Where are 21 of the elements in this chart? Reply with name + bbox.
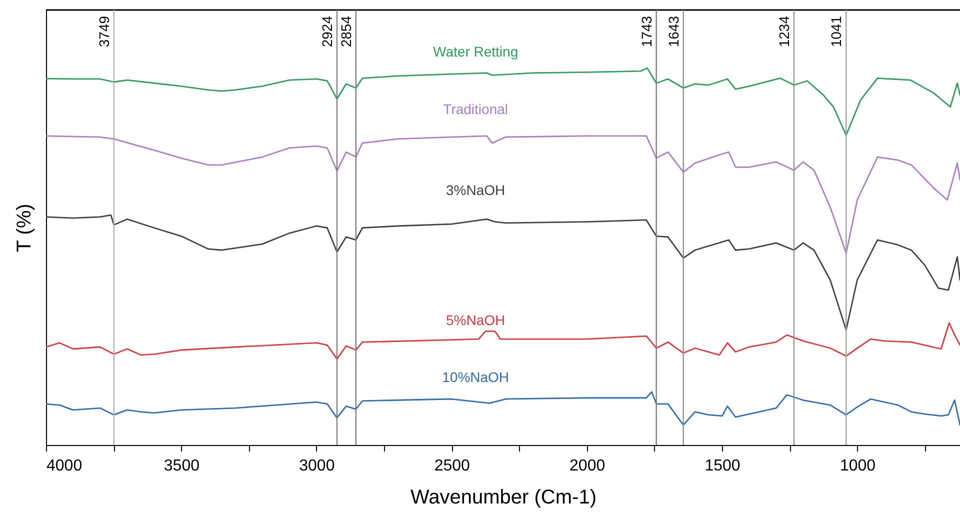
- ref-line-label: 1234: [776, 16, 792, 48]
- ref-line-label: 1743: [638, 16, 654, 48]
- x-axis-title: Wavenumber (Cm-1): [410, 486, 596, 508]
- x-tick-label: 2500: [434, 458, 470, 474]
- x-tick-label: 2000: [570, 458, 606, 474]
- ref-line-label: 2854: [338, 16, 354, 48]
- series-label: 5%NaOH: [446, 312, 506, 328]
- series-label: Water Retting: [433, 44, 518, 60]
- x-tick-label: 3000: [299, 458, 335, 474]
- y-axis-title: T (%): [14, 204, 36, 252]
- x-tick-label: 1500: [704, 458, 740, 474]
- ref-line-label: 1041: [828, 16, 844, 48]
- x-tick-label: 3500: [164, 458, 200, 474]
- ref-line-label: 3749: [96, 16, 112, 48]
- x-tick-label: 1000: [840, 458, 876, 474]
- series-label: 3%NaOH: [446, 182, 506, 198]
- ref-line-label: 2924: [318, 16, 335, 48]
- series-label: Traditional: [443, 100, 508, 117]
- x-tick-label: 4000: [46, 458, 82, 474]
- series-label: 10%NaOH: [442, 368, 510, 385]
- ref-line-label: 1643: [665, 16, 682, 48]
